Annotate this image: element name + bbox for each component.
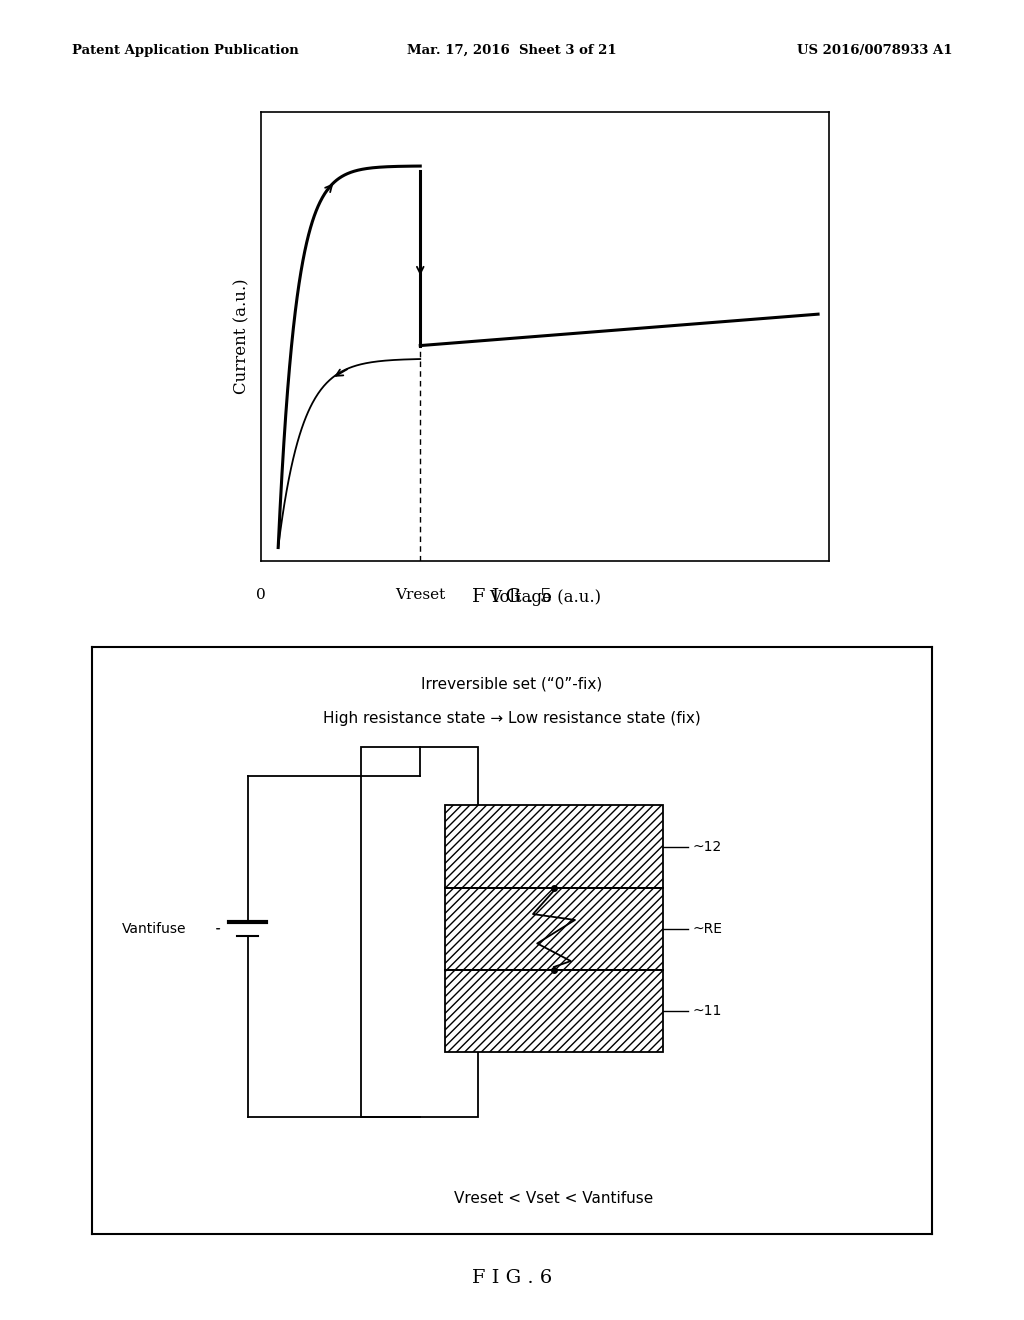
Text: Mar. 17, 2016  Sheet 3 of 21: Mar. 17, 2016 Sheet 3 of 21 <box>408 44 616 57</box>
Text: F I G . 5: F I G . 5 <box>472 587 552 606</box>
Text: US 2016/0078933 A1: US 2016/0078933 A1 <box>797 44 952 57</box>
Text: Vreset < Vset < Vantifuse: Vreset < Vset < Vantifuse <box>455 1192 653 1206</box>
Text: ~11: ~11 <box>692 1005 722 1018</box>
Text: ~RE: ~RE <box>692 921 723 936</box>
Bar <box>360 747 478 1117</box>
Text: F I G . 6: F I G . 6 <box>472 1269 552 1287</box>
Bar <box>444 970 664 1052</box>
Text: Patent Application Publication: Patent Application Publication <box>72 44 298 57</box>
Text: Vreset: Vreset <box>395 587 445 602</box>
Y-axis label: Current (a.u.): Current (a.u.) <box>233 279 250 395</box>
Text: High resistance state → Low resistance state (fix): High resistance state → Low resistance s… <box>324 711 700 726</box>
X-axis label: Voltage (a.u.): Voltage (a.u.) <box>489 589 601 606</box>
Text: Irreversible set (“0”-fix): Irreversible set (“0”-fix) <box>421 676 603 692</box>
Text: 0: 0 <box>256 587 266 602</box>
Bar <box>444 805 664 887</box>
Text: Vantifuse: Vantifuse <box>122 921 186 936</box>
Text: ~12: ~12 <box>692 840 722 854</box>
Bar <box>444 887 664 970</box>
